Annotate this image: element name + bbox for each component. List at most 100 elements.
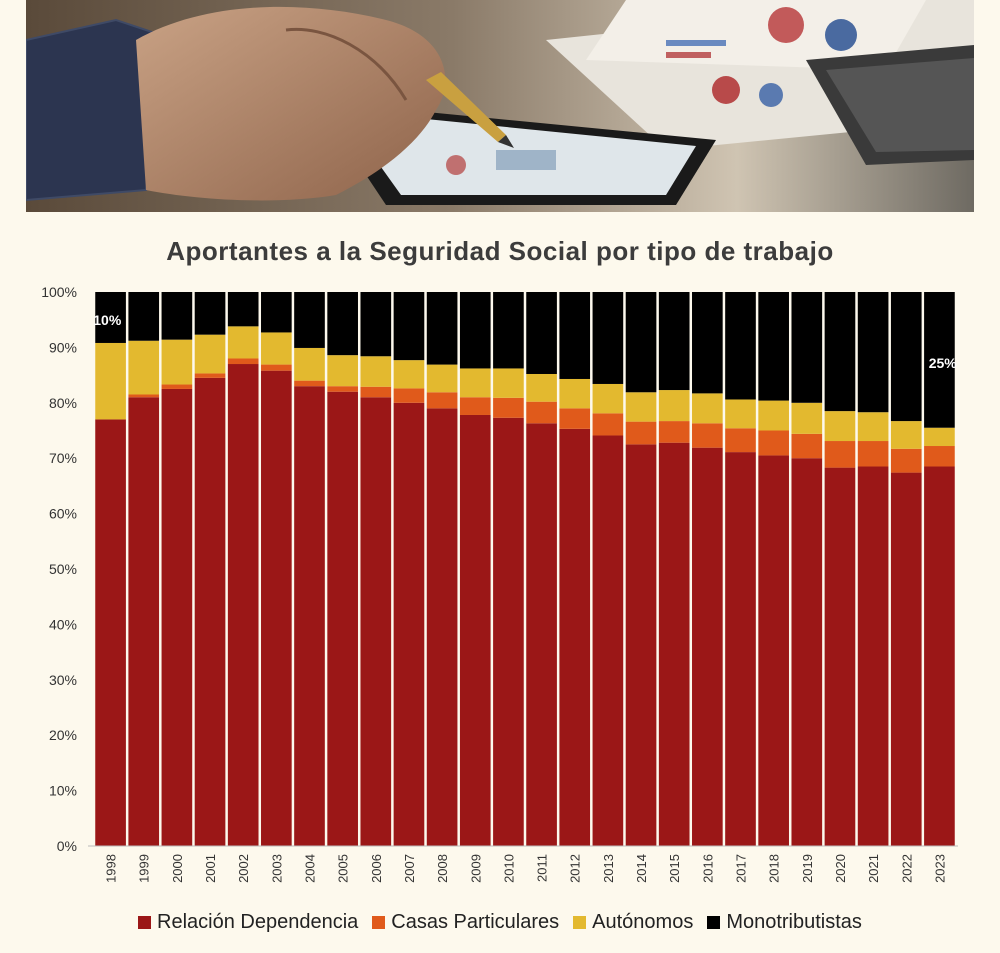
bar-segment-casas-particulares	[592, 413, 624, 436]
bar-segment-aut-nomos	[261, 332, 292, 365]
y-tick-label: 40%	[49, 616, 77, 632]
x-tick-label: 1999	[137, 854, 152, 883]
x-tick-label: 2018	[767, 854, 782, 883]
bar-segment-relaci-n-dependencia	[161, 388, 193, 846]
bar-segment-monotributistas	[227, 292, 259, 327]
bar-segment-casas-particulares	[426, 392, 458, 409]
bar-segment-casas-particulares	[227, 358, 259, 365]
bar-segment-relaci-n-dependencia	[128, 397, 160, 846]
bar-segment-monotributistas	[459, 292, 491, 369]
bar-segment-monotributistas	[791, 292, 823, 403]
y-tick-label: 0%	[57, 838, 77, 854]
bar-segment-relaci-n-dependencia	[791, 458, 823, 846]
bar-segment-aut-nomos	[890, 421, 922, 449]
y-tick-label: 10%	[49, 783, 77, 799]
bar-segment-casas-particulares	[161, 384, 193, 389]
legend-item: Relación Dependencia	[138, 911, 358, 934]
bar-segment-relaci-n-dependencia	[758, 455, 789, 846]
bar-segment-monotributistas	[327, 292, 358, 356]
bar-segment-relaci-n-dependencia	[194, 377, 226, 846]
bar-segment-aut-nomos	[692, 393, 723, 424]
bar-segment-casas-particulares	[924, 446, 955, 467]
legend-label: Relación Dependencia	[157, 910, 359, 933]
bar-segment-relaci-n-dependencia	[95, 419, 126, 846]
bar-segment-casas-particulares	[128, 394, 160, 398]
hand-pen-tablet-photo-icon	[26, 0, 974, 212]
bar-segment-casas-particulares	[493, 397, 524, 418]
bar-segment-monotributistas	[426, 292, 458, 365]
bar-segment-casas-particulares	[459, 397, 491, 415]
bar-segment-monotributistas	[658, 292, 690, 391]
bar-segment-casas-particulares	[791, 433, 823, 459]
chart-title: Aportantes a la Seguridad Social por tip…	[166, 236, 834, 266]
legend-item: Casas Particulares	[372, 911, 559, 934]
bar-segment-aut-nomos	[592, 383, 624, 414]
bar-segment-aut-nomos	[327, 355, 358, 387]
x-tick-label: 2008	[435, 854, 450, 883]
x-tick-label: 2017	[734, 854, 749, 883]
x-tick-label: 1998	[104, 854, 119, 883]
x-tick-label: 2020	[833, 854, 848, 883]
x-tick-label: 2009	[468, 854, 483, 883]
bar-segment-casas-particulares	[526, 401, 557, 424]
x-tick-label: 2003	[269, 854, 284, 883]
bar-segment-aut-nomos	[658, 390, 690, 422]
x-tick-label: 2016	[700, 854, 715, 883]
stacked-bar-chart: 0% 10% 20% 30% 40% 50% 60% 70% 80% 90% 100% 10% 25%…	[41, 284, 958, 883]
bar-segment-aut-nomos	[857, 412, 889, 442]
bar-segment-aut-nomos	[393, 360, 425, 389]
legend-swatch	[372, 915, 386, 929]
bar-segment-relaci-n-dependencia	[725, 452, 756, 846]
x-tick-label: 2005	[336, 854, 351, 883]
bar-segment-monotributistas	[95, 292, 126, 343]
bar-segment-aut-nomos	[725, 399, 756, 429]
x-tick-label: 2000	[170, 854, 185, 883]
x-tick-label: 2022	[899, 854, 914, 883]
bar-segment-aut-nomos	[791, 402, 823, 434]
bar-segment-aut-nomos	[559, 378, 591, 409]
bar-segment-relaci-n-dependencia	[227, 364, 259, 846]
bar-segment-casas-particulares	[758, 430, 789, 456]
bar-segment-relaci-n-dependencia	[692, 447, 723, 846]
data-label: 10%	[93, 312, 122, 328]
bar-segment-relaci-n-dependencia	[824, 467, 856, 846]
bar-segment-relaci-n-dependencia	[294, 386, 325, 846]
legend-swatch	[138, 915, 152, 929]
bar-segment-casas-particulares	[625, 421, 657, 445]
bar-segment-monotributistas	[360, 292, 392, 357]
bar-segment-casas-particulares	[194, 373, 226, 378]
legend-swatch	[573, 915, 587, 929]
bar-segment-casas-particulares	[327, 386, 358, 392]
y-tick-label: 70%	[49, 450, 77, 466]
bar-segment-casas-particulares	[824, 441, 856, 468]
bar-segment-monotributistas	[526, 292, 557, 374]
bar-segment-monotributistas	[393, 292, 425, 361]
bar-segment-monotributistas	[261, 292, 292, 333]
bar-segment-monotributistas	[725, 292, 756, 400]
bar-segment-relaci-n-dependencia	[360, 397, 392, 846]
legend: Relación Dependencia Casas Particulares Au…	[0, 907, 1000, 937]
x-tick-label: 2007	[402, 854, 417, 883]
bar-segment-casas-particulares	[692, 423, 723, 448]
header-photo	[26, 0, 974, 212]
bar-segment-aut-nomos	[924, 427, 955, 447]
bar-segment-relaci-n-dependencia	[625, 444, 657, 846]
x-axis: 1998 1999 2000 2001 2002 2003 2004 2005 2006 2007…	[88, 845, 958, 883]
bar-segment-aut-nomos	[459, 368, 491, 398]
bar-segment-monotributistas	[758, 292, 789, 401]
legend-label: Autónomos	[592, 910, 694, 933]
legend-item: Autónomos	[573, 911, 693, 934]
bar-segment-aut-nomos	[227, 326, 259, 359]
bar-segment-relaci-n-dependencia	[493, 417, 524, 846]
bar-segment-relaci-n-dependencia	[890, 472, 922, 846]
bar-segment-relaci-n-dependencia	[393, 402, 425, 846]
y-tick-label: 100%	[41, 284, 77, 300]
bar-segment-casas-particulares	[559, 408, 591, 429]
bar-segment-relaci-n-dependencia	[658, 442, 690, 846]
x-tick-label: 2011	[535, 854, 550, 882]
bar-segment-relaci-n-dependencia	[327, 391, 358, 846]
x-tick-label: 2014	[634, 854, 649, 883]
bar-segment-aut-nomos	[194, 334, 226, 374]
bar-segment-aut-nomos	[161, 339, 193, 385]
bar-segment-casas-particulares	[890, 448, 922, 473]
